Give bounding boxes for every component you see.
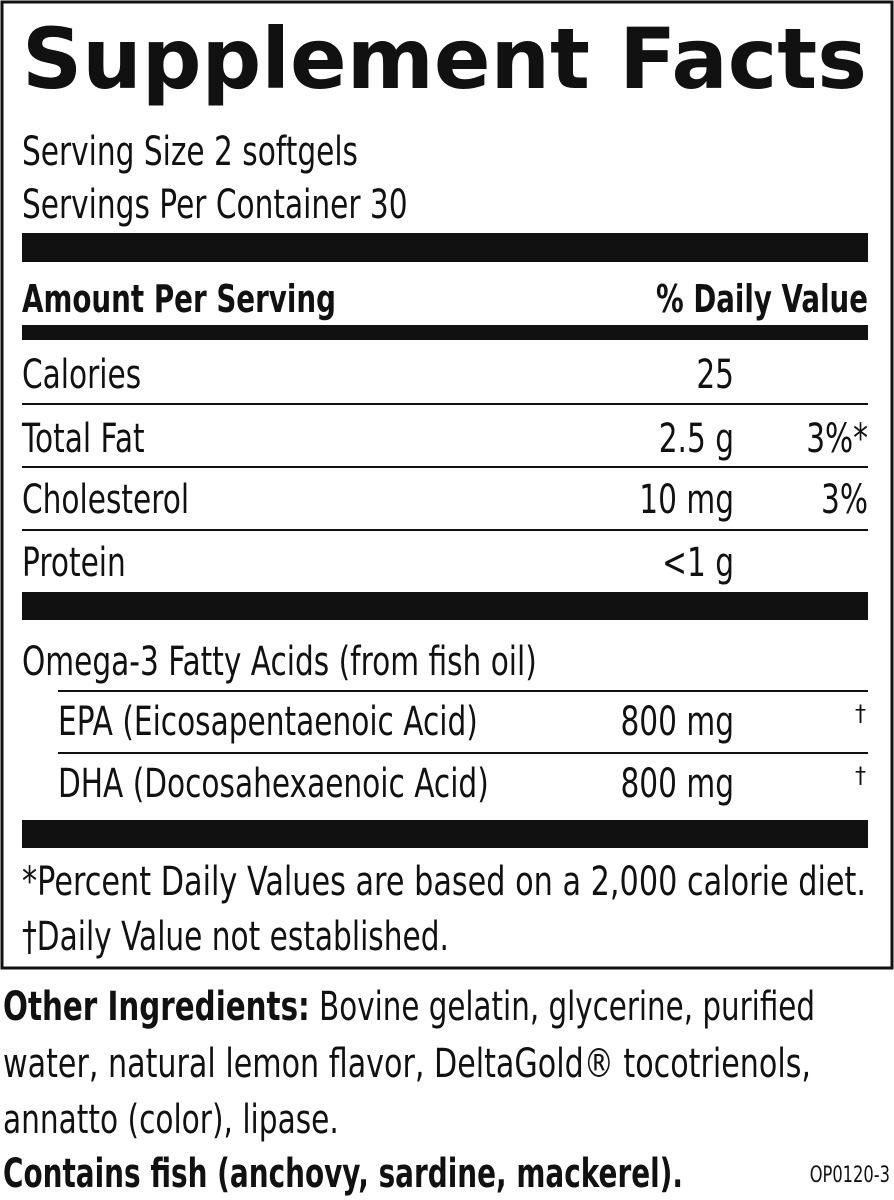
row-divider: [58, 690, 868, 692]
nutrient-amount: 10 mg: [639, 477, 734, 523]
serving-size: Serving Size 2 softgels: [22, 129, 358, 175]
thick-bar: [22, 592, 868, 620]
footnote: *Percent Daily Values are based on a 2,0…: [22, 859, 866, 905]
nutrient-daily-value: 3%*: [806, 416, 868, 462]
allergen-statement: Contains fish (anchovy, sardine, mackere…: [3, 1151, 683, 1197]
ingredient-amount: 800 mg: [620, 761, 734, 807]
thick-bar: [22, 820, 868, 848]
nutrient-name: Total Fat: [21, 416, 144, 462]
ingredient-name: DHA (Docosahexaenoic Acid): [58, 761, 489, 807]
thick-bar: [22, 233, 868, 262]
other-ingredients-text: water, natural lemon flavor, DeltaGold® …: [3, 1041, 811, 1087]
header-daily-value: % Daily Value: [656, 277, 868, 321]
nutrient-amount: 25: [696, 352, 734, 398]
row-divider: [22, 529, 868, 531]
other-ingredients-label: Other Ingredients:: [3, 984, 310, 1030]
nutrient-daily-value: 3%: [821, 477, 868, 523]
other-ingredients-text: annatto (color), lipase.: [3, 1097, 339, 1143]
footnote: †Daily Value not established.: [22, 914, 449, 960]
product-code: OP0120-3: [810, 1163, 890, 1188]
group-label: Omega-3 Fatty Acids (from fish oil): [22, 639, 537, 685]
other-ingredients-text: Bovine gelatin, glycerine, purified: [310, 984, 815, 1030]
nutrient-name: Protein: [22, 540, 126, 586]
servings-per-container: Servings Per Container 30: [22, 182, 408, 228]
other-ingredients: Other Ingredients: Bovine gelatin, glyce…: [3, 984, 815, 1030]
medium-bar: [22, 325, 868, 340]
title: Supplement Facts: [22, 10, 867, 108]
nutrient-name: Cholesterol: [22, 477, 189, 523]
nutrient-amount: 2.5 g: [659, 416, 734, 462]
facts-box: [0, 0, 894, 970]
ingredient-name: EPA (Eicosapentaenoic Acid): [58, 699, 478, 745]
row-divider: [58, 752, 868, 754]
nutrient-amount: <1 g: [662, 540, 734, 586]
nutrient-name: Calories: [22, 352, 141, 398]
ingredient-daily-value: †: [855, 764, 866, 789]
ingredient-amount: 800 mg: [620, 699, 734, 745]
header-amount: Amount Per Serving: [22, 277, 336, 321]
row-divider: [22, 466, 868, 468]
ingredient-daily-value: †: [855, 702, 866, 727]
row-divider: [22, 403, 868, 405]
